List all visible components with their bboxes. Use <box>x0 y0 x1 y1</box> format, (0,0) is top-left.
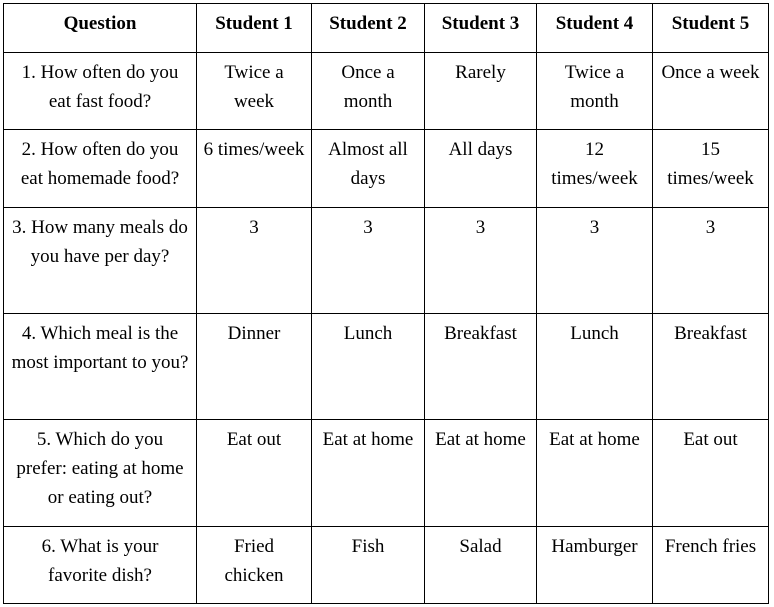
answer-cell-student-2: Once a month <box>311 52 425 130</box>
answer-cell-student-5: 3 <box>652 207 769 314</box>
answer-cell-student-1: Eat out <box>196 419 312 527</box>
table-row: 5. Which do you prefer: eating at home o… <box>3 419 769 527</box>
answer-cell-student-1: Dinner <box>196 313 312 420</box>
table-row: 3. How many meals do you have per day? 3 3… <box>3 207 769 314</box>
answer-cell-student-5: Once a week <box>652 52 769 130</box>
answer-cell-student-3: 3 <box>424 207 537 314</box>
answer-cell-student-4: Twice a month <box>536 52 653 130</box>
header-student-5: Student 5 <box>652 3 769 53</box>
header-student-3: Student 3 <box>424 3 537 53</box>
question-cell: 6. What is your favorite dish? <box>3 526 197 604</box>
answer-cell-student-3: Salad <box>424 526 537 604</box>
answer-cell-student-3: Breakfast <box>424 313 537 420</box>
table-row: 2. How often do you eat homemade food? 6 … <box>3 129 769 208</box>
answer-cell-student-3: All days <box>424 129 537 208</box>
answer-cell-student-4: Lunch <box>536 313 653 420</box>
question-cell: 4. Which meal is the most important to y… <box>3 313 197 420</box>
answer-cell-student-4: 12 times/week <box>536 129 653 208</box>
answer-cell-student-1: Twice a week <box>196 52 312 130</box>
header-student-4: Student 4 <box>536 3 653 53</box>
answer-cell-student-2: Eat at home <box>311 419 425 527</box>
answer-cell-student-4: Eat at home <box>536 419 653 527</box>
answer-cell-student-2: 3 <box>311 207 425 314</box>
answer-cell-student-5: Breakfast <box>652 313 769 420</box>
survey-table: Question Student 1 Student 2 Student 3 S… <box>3 3 769 604</box>
answer-cell-student-4: Hamburger <box>536 526 653 604</box>
question-cell: 3. How many meals do you have per day? <box>3 207 197 314</box>
answer-cell-student-3: Rarely <box>424 52 537 130</box>
answer-cell-student-2: Fish <box>311 526 425 604</box>
answer-cell-student-2: Almost all days <box>311 129 425 208</box>
table-row: 4. Which meal is the most important to y… <box>3 313 769 420</box>
answer-cell-student-1: Fried chicken <box>196 526 312 604</box>
header-student-1: Student 1 <box>196 3 312 53</box>
answer-cell-student-1: 3 <box>196 207 312 314</box>
answer-cell-student-5: Eat out <box>652 419 769 527</box>
header-row: Question Student 1 Student 2 Student 3 S… <box>3 3 769 53</box>
answer-cell-student-4: 3 <box>536 207 653 314</box>
answer-cell-student-5: 15 times/week <box>652 129 769 208</box>
header-student-2: Student 2 <box>311 3 425 53</box>
answer-cell-student-3: Eat at home <box>424 419 537 527</box>
header-question: Question <box>3 3 197 53</box>
answer-cell-student-5: French fries <box>652 526 769 604</box>
table-row: 6. What is your favorite dish? Fried chic… <box>3 526 769 604</box>
answer-cell-student-1: 6 times/week <box>196 129 312 208</box>
question-cell: 5. Which do you prefer: eating at home o… <box>3 419 197 527</box>
question-cell: 2. How often do you eat homemade food? <box>3 129 197 208</box>
question-cell: 1. How often do you eat fast food? <box>3 52 197 130</box>
table-row: 1. How often do you eat fast food? Twice … <box>3 52 769 130</box>
answer-cell-student-2: Lunch <box>311 313 425 420</box>
